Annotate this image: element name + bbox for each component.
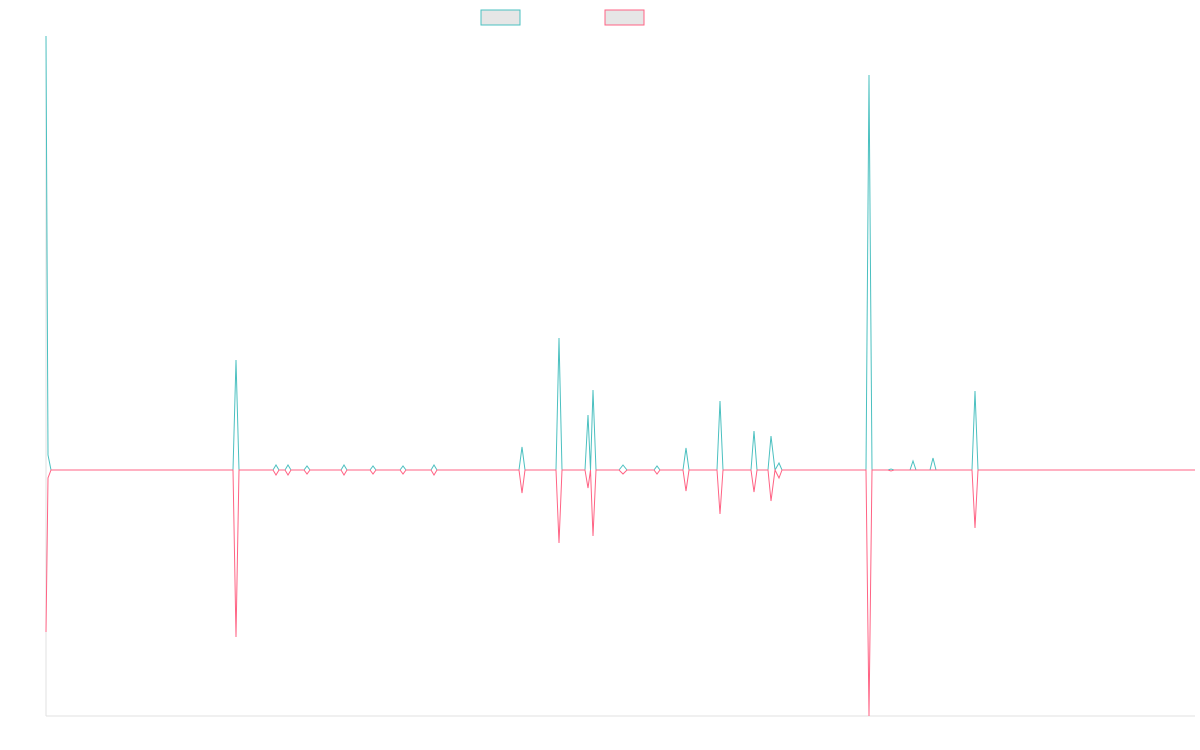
legend-swatch — [480, 9, 521, 26]
series-line — [45, 468, 1195, 717]
legend-swatch — [604, 9, 645, 26]
series-line — [45, 35, 1195, 472]
